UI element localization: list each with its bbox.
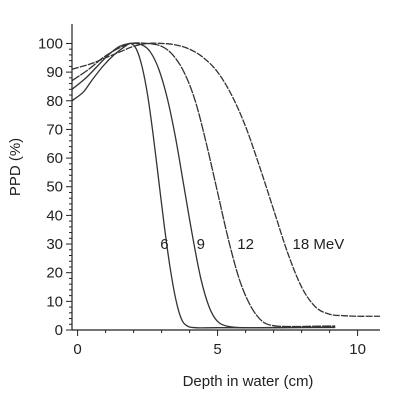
y-tick-label: 50 [46,179,63,196]
x-tick-label: 10 [349,341,366,358]
y-tick-label: 10 [46,293,63,310]
y-tick-label: 20 [46,265,63,282]
curves-group [71,42,380,329]
series-label-2: 12 [237,236,254,253]
y-tick-label: 70 [46,121,63,138]
series-line-3 [71,42,380,317]
y-tick-label: 90 [46,64,63,81]
y-tick-label: 0 [55,322,63,339]
y-tick-label: 80 [46,93,63,110]
series-label-1: 9 [197,236,205,253]
x-tick-label: 5 [213,341,221,358]
series-label-0: 6 [160,236,168,253]
x-tick-label: 0 [73,341,81,358]
series-labels: 6 9 12 18 MeV [160,236,344,253]
series-line-2 [71,42,336,328]
y-axis-ticks: 0 10 20 30 40 50 60 70 80 90 100 [38,35,72,339]
y-axis-label: PPD (%) [7,138,24,196]
series-line-0 [71,42,336,329]
x-axis-label: Depth in water (cm) [183,373,314,390]
y-tick-label: 100 [38,35,63,52]
series-line-1 [71,42,336,329]
series-label-3: 18 MeV [293,236,345,253]
y-tick-label: 30 [46,236,63,253]
y-tick-label: 60 [46,150,63,167]
x-axis-ticks: 0 5 10 [73,330,366,358]
y-tick-label: 40 [46,207,63,224]
